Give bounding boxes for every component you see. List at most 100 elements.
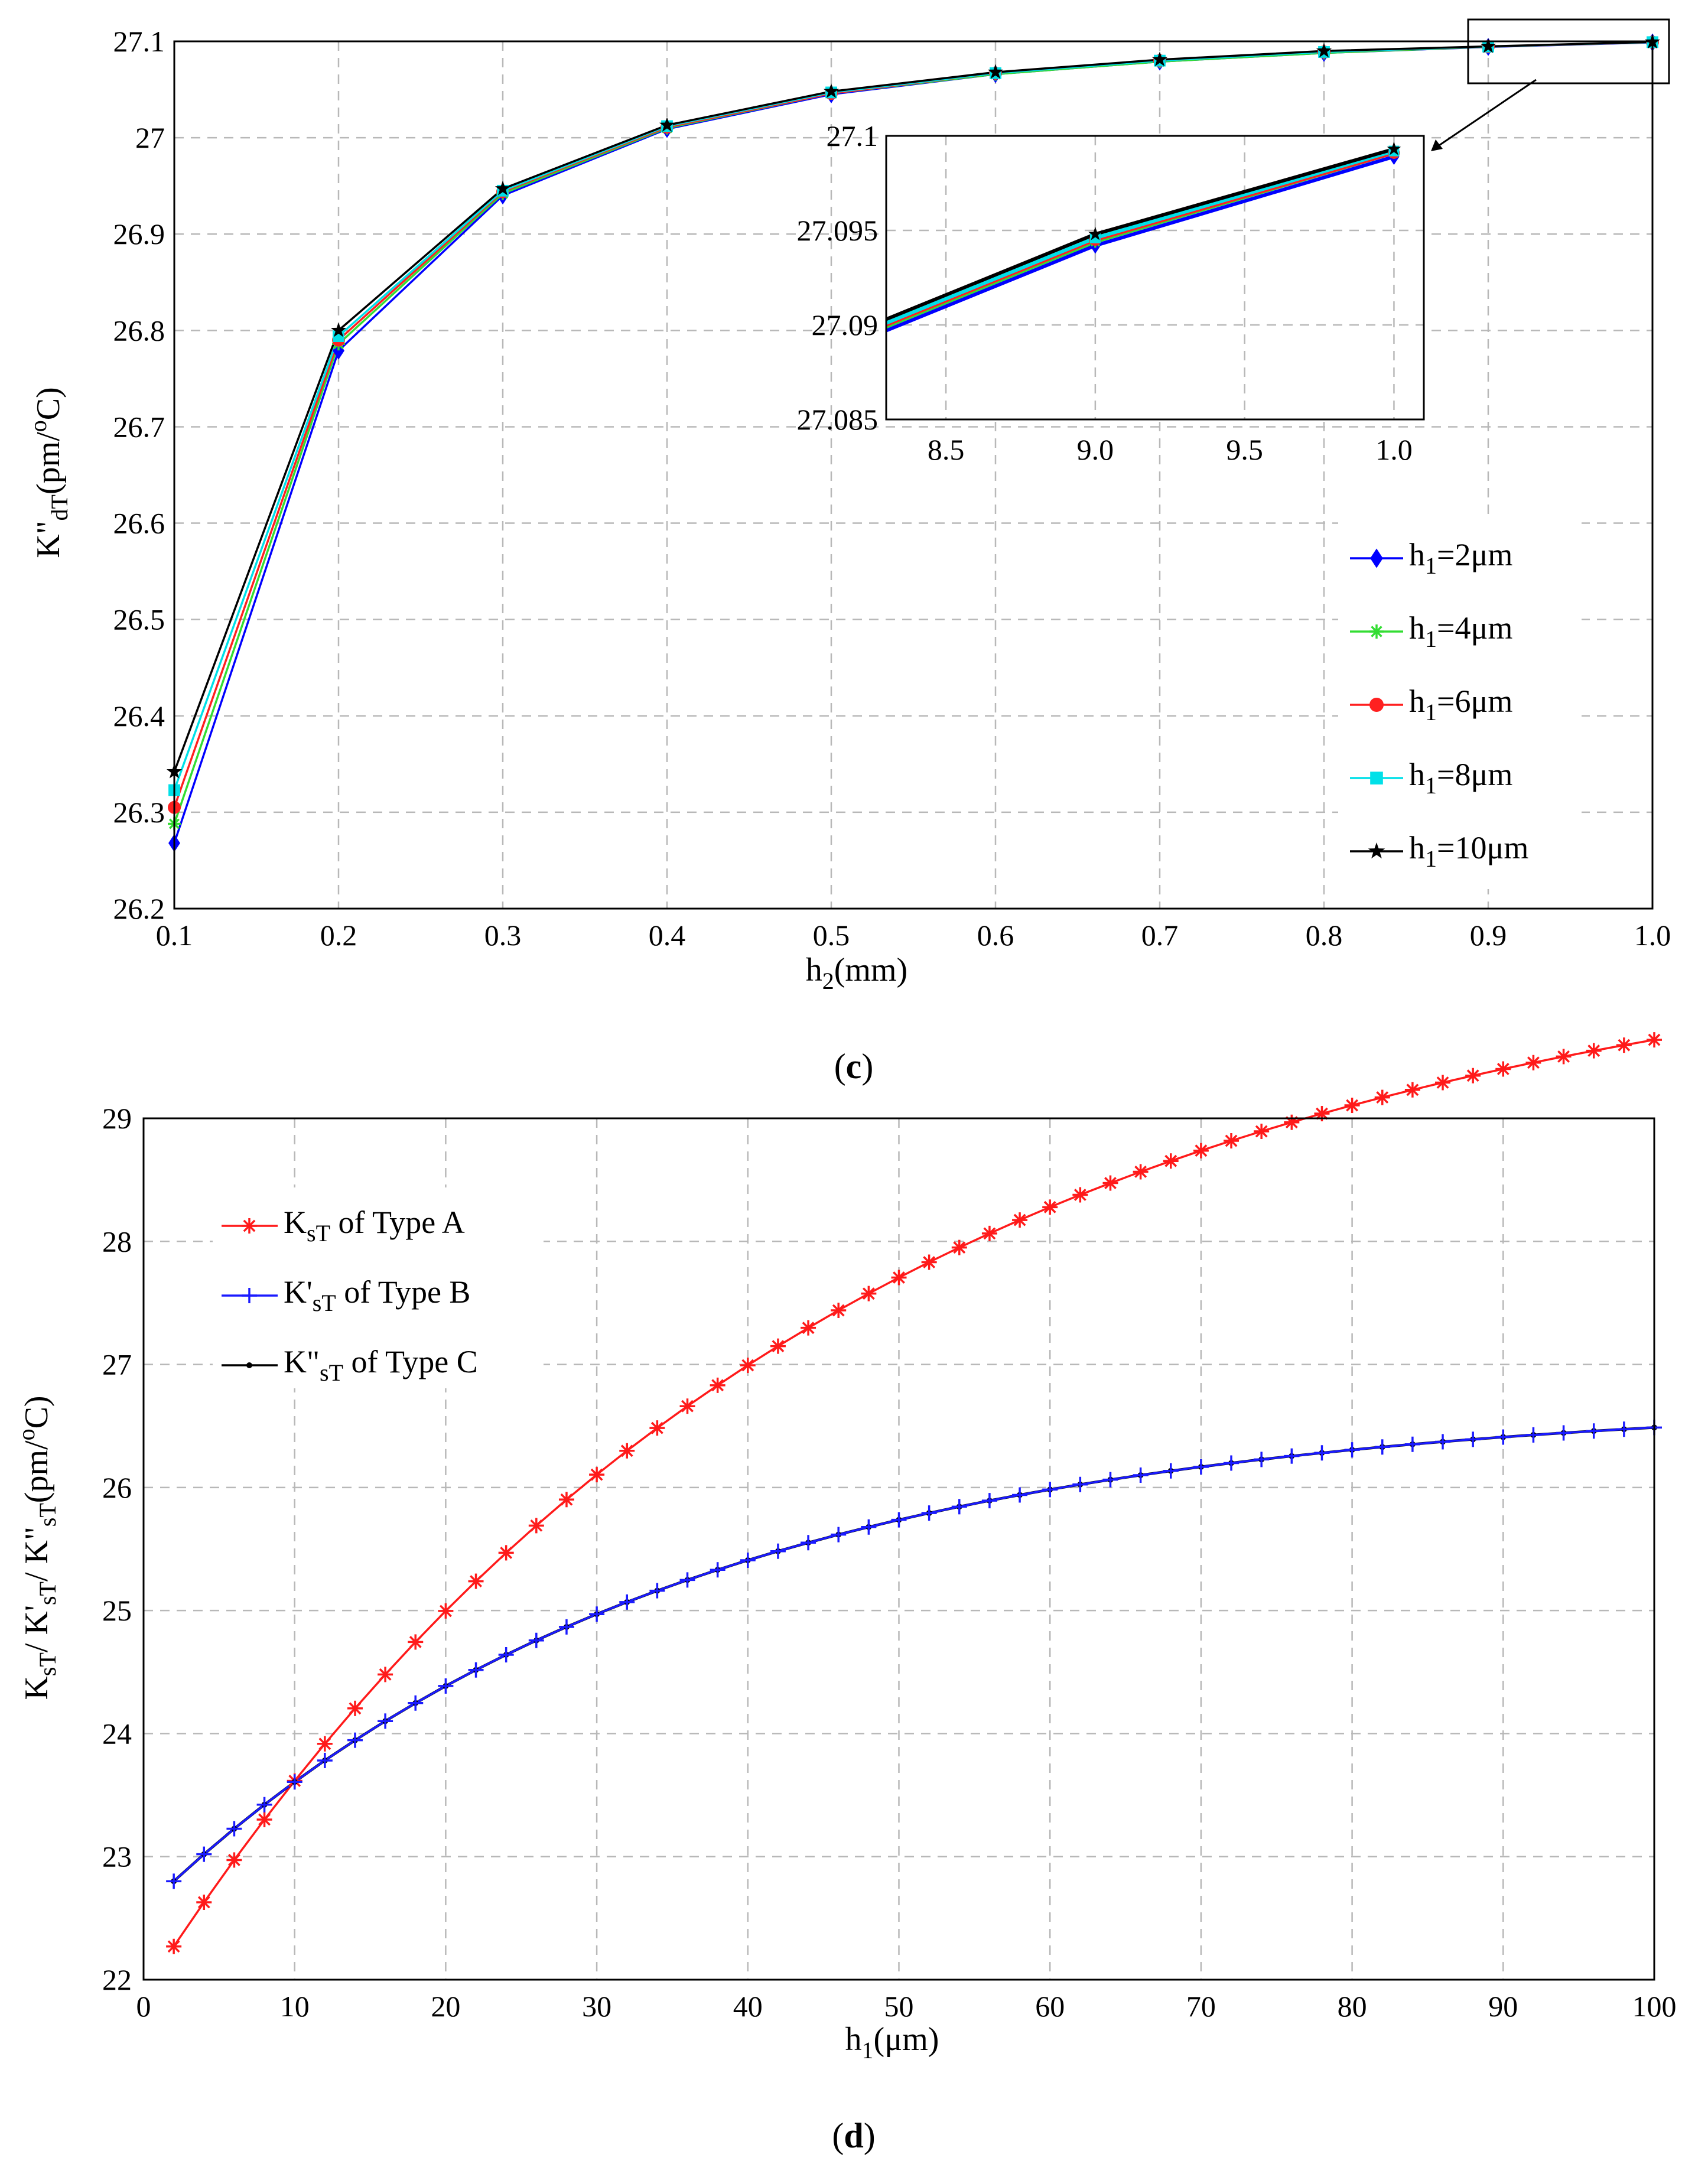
chart-d-point-1 xyxy=(1072,1187,1088,1203)
chart-c-y-tick-label: 26.8 xyxy=(113,314,165,347)
chart-d-point-2 xyxy=(256,1797,272,1812)
chart-d-point-1 xyxy=(1133,1164,1149,1180)
chart-c-zoom-arrowhead xyxy=(1431,139,1443,151)
chart-c-inset-frame xyxy=(885,135,1425,421)
chart-d-legend-label-3: K"sT of Type C xyxy=(284,1344,478,1386)
chart-d-legend-label-2: K'sT of Type B xyxy=(284,1274,470,1316)
chart-d-point-1 xyxy=(378,1667,393,1683)
chart-d-point-1 xyxy=(1284,1114,1300,1130)
chart-c-legend-label-5: h1=10μm xyxy=(1409,830,1528,872)
chart-d-point-1 xyxy=(528,1518,544,1534)
chart-c-plot-frame xyxy=(173,40,1654,910)
chart-d-point-1 xyxy=(317,1736,333,1752)
chart-d-point-2 xyxy=(1435,1434,1451,1450)
chart-d-legend-background xyxy=(213,1187,544,1388)
chart-c-x-tick-label: 0.6 xyxy=(977,919,1014,952)
chart-d-x-tick-label: 50 xyxy=(884,1990,914,2023)
chart-c-x-tick-label: 0.4 xyxy=(649,919,686,952)
chart-d-point-1 xyxy=(1374,1089,1390,1105)
chart-c-inset-point-5 xyxy=(1088,226,1102,240)
chart-c-y-tick-label: 26.9 xyxy=(113,217,165,250)
chart-c-x-tick-label: 0.3 xyxy=(484,919,522,952)
chart-d-point-1 xyxy=(256,1811,272,1827)
chart-d-point-2 xyxy=(1495,1429,1511,1445)
chart-c-point-5 xyxy=(1316,43,1332,58)
chart-c-point-5 xyxy=(494,180,511,196)
chart-d-point-2 xyxy=(1193,1459,1209,1475)
chart-d-x-tick-label: 10 xyxy=(280,1990,310,2023)
chart-c-y-tick-label: 27 xyxy=(135,121,165,154)
chart-c-point-5 xyxy=(1480,38,1496,53)
chart-c-inset-y-tick-labels: 27.085 27.09 27.095 27.1 xyxy=(797,119,879,436)
chart-d-point-1 xyxy=(1647,1032,1662,1048)
chart-c-legend-marker-2 xyxy=(1369,624,1384,639)
chart-d-point-2 xyxy=(1042,1482,1058,1498)
chart-d-x-tick-label: 20 xyxy=(431,1990,460,2023)
chart-d-legend: KsT of Type A K'sT of Type B K"sT of Type … xyxy=(213,1187,544,1388)
chart-d-point-2 xyxy=(1254,1452,1270,1467)
chart-d-x-tick-label: 80 xyxy=(1338,1990,1367,2023)
chart-d-point-2 xyxy=(1616,1421,1632,1437)
chart-d-point-1 xyxy=(981,1225,997,1241)
chart-c-inset-y-tick-label: 27.085 xyxy=(797,403,879,436)
chart-d-point-1 xyxy=(1465,1068,1481,1083)
chart-d-point-2 xyxy=(831,1527,847,1543)
chart-c-legend: h1=2μm h1=4μm h1=6μm h1=8μm h1=10μm xyxy=(1338,520,1582,889)
chart-d-point-1 xyxy=(1586,1043,1602,1059)
chart-d-point-2 xyxy=(951,1499,967,1515)
chart-d-point-2 xyxy=(558,1619,574,1635)
chart-d-point-1 xyxy=(498,1545,514,1561)
chart-d-point-2 xyxy=(1102,1472,1118,1488)
chart-d-point-1 xyxy=(1556,1049,1572,1065)
chart-d-point-1 xyxy=(1102,1175,1118,1191)
chart-d-point-1 xyxy=(1404,1082,1420,1098)
chart-d-point-1 xyxy=(710,1377,726,1393)
chart-d-panel-label: (d) xyxy=(832,2116,875,2155)
chart-d-point-2 xyxy=(196,1846,212,1862)
chart-d-point-2 xyxy=(1586,1423,1602,1439)
chart-d-legend-label-1: KsT of Type A xyxy=(284,1205,465,1247)
chart-d-point-2 xyxy=(770,1543,786,1559)
chart-d-point-1 xyxy=(1495,1061,1511,1077)
chart-d-x-tick-label: 60 xyxy=(1035,1990,1065,2023)
chart-d-point-1 xyxy=(891,1270,907,1286)
chart-d-point-1 xyxy=(468,1573,484,1589)
chart-panel-c: 0.1 0.2 0.3 0.4 0.5 0.6 0.7 0.8 0.9 1.0 26.226.32… xyxy=(25,18,1671,1086)
chart-c-inset-x-tick-label: 1.0 xyxy=(1375,433,1413,466)
chart-d-point-2 xyxy=(1012,1487,1028,1503)
chart-c-inset-y-tick-label: 27.095 xyxy=(797,214,879,247)
chart-c-series-lines xyxy=(173,41,1653,844)
chart-c-inset-point-5 xyxy=(1387,141,1401,155)
chart-d-point-2 xyxy=(1465,1431,1481,1447)
chart-d-x-tick-label: 40 xyxy=(733,1990,763,2023)
chart-d-point-1 xyxy=(861,1286,877,1301)
chart-c-y-tick-label: 26.4 xyxy=(113,699,165,733)
chart-d-y-tick-label: 27 xyxy=(102,1348,132,1381)
chart-d-point-1 xyxy=(770,1338,786,1354)
chart-d-point-2 xyxy=(498,1647,514,1663)
chart-d-y-tick-labels: 22 23 24 25 26 27 28 29 xyxy=(102,1102,132,1996)
chart-d-point-1 xyxy=(801,1320,816,1336)
chart-d-point-1 xyxy=(1224,1133,1239,1149)
chart-d-point-1 xyxy=(1344,1098,1360,1114)
chart-d-point-1 xyxy=(679,1398,695,1414)
chart-d-point-2 xyxy=(468,1662,484,1678)
chart-d-y-tick-label: 24 xyxy=(102,1717,132,1750)
chart-d-point-2 xyxy=(1374,1439,1390,1455)
chart-d-point-2 xyxy=(378,1713,393,1729)
chart-panel-d: 0 10 20 30 40 50 60 70 80 90 100 2223242526272829 … xyxy=(13,1032,1677,2155)
chart-d-y-tick-label: 23 xyxy=(102,1840,132,1873)
chart-d-point-2 xyxy=(317,1752,333,1768)
chart-c-y-tick-labels: 26.2 26.3 26.4 26.5 26.6 26.7 26.8 26.9 27 27.1 xyxy=(113,25,165,925)
chart-c-legend-label-4: h1=8μm xyxy=(1409,757,1512,799)
chart-d-x-tick-label: 100 xyxy=(1632,1990,1677,2023)
chart-c-inset-x-tick-label: 9.5 xyxy=(1226,433,1263,466)
chart-c-x-axis-label: h2(mm) xyxy=(806,952,907,994)
chart-d-legend-marker-2 xyxy=(242,1288,257,1303)
chart-d-legend-marker-3 xyxy=(246,1362,252,1368)
chart-c-inset-x-tick-labels: 8.5 9.0 9.5 1.0 xyxy=(928,433,1413,466)
chart-d-point-2 xyxy=(1404,1436,1420,1452)
chart-c-panel-label: (c) xyxy=(834,1047,874,1086)
chart-c-legend-marker-4 xyxy=(1370,772,1383,785)
